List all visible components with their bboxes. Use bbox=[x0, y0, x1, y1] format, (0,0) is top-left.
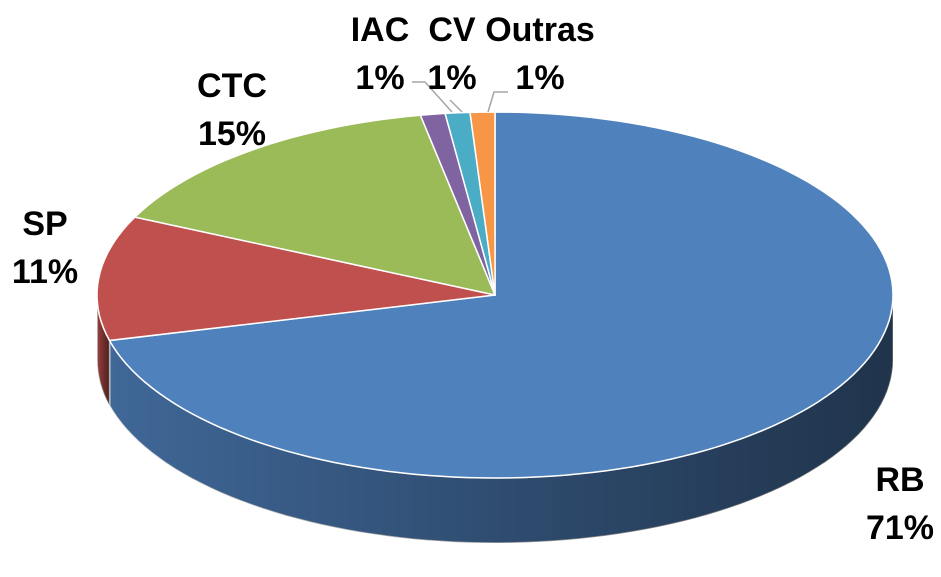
slice-label: RB bbox=[875, 461, 924, 499]
slice-value-label: 71% bbox=[866, 509, 934, 547]
leader-line bbox=[412, 81, 453, 113]
slice-value-label: 1% bbox=[515, 59, 564, 97]
slice bbox=[469, 111, 496, 296]
leader-line bbox=[487, 91, 508, 113]
slice bbox=[108, 111, 894, 479]
slice-label: CTC bbox=[197, 67, 267, 105]
slice-label: CV bbox=[428, 11, 476, 49]
slice-value-label: 15% bbox=[198, 115, 266, 153]
slice-value-label: 1% bbox=[427, 59, 476, 97]
slice bbox=[133, 114, 497, 297]
slice-label: Outras bbox=[485, 11, 595, 49]
slice-side-shade bbox=[109, 295, 893, 543]
slice-label: SP bbox=[22, 205, 67, 243]
slice bbox=[96, 216, 496, 342]
slice-side-shade bbox=[97, 295, 110, 406]
slice-value-label: 1% bbox=[355, 59, 404, 97]
slice-label: IAC bbox=[351, 11, 410, 49]
leader-line bbox=[449, 99, 463, 113]
slice-value-label: 11% bbox=[12, 253, 78, 291]
